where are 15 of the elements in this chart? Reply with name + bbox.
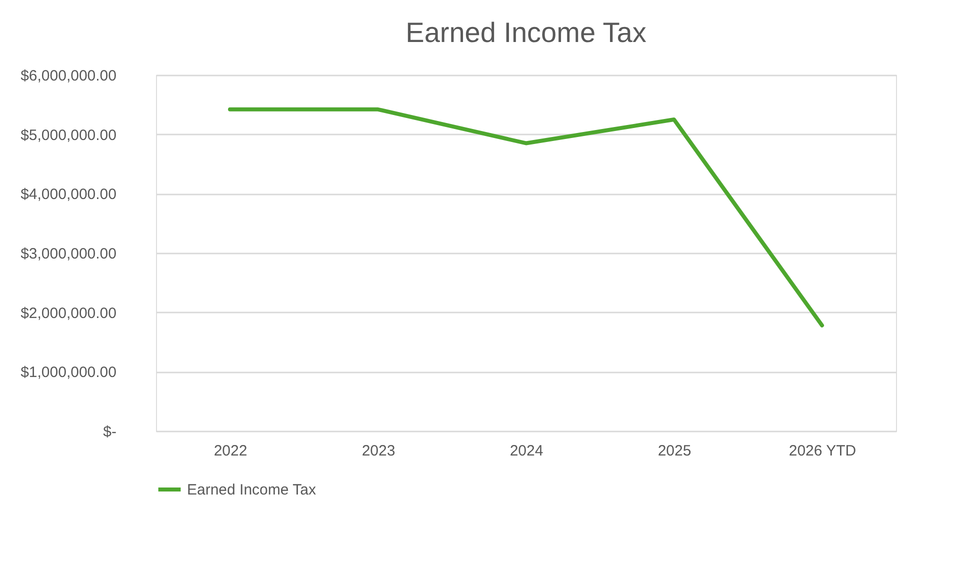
y-tick-label: $6,000,000.00	[20, 68, 116, 84]
x-tick-label: 2023	[362, 442, 396, 460]
line-series	[228, 107, 824, 328]
legend-label: Earned Income Tax	[187, 482, 316, 498]
x-tick-label: 2024	[510, 442, 544, 460]
y-tick-label: $1,000,000.00	[20, 364, 116, 382]
x-tick-label: 2022	[214, 442, 248, 460]
x-tick-label: 2026 YTD	[788, 442, 856, 460]
y-tick-label: $2,000,000.00	[20, 304, 116, 322]
y-tick-label: $5,000,000.00	[20, 126, 116, 144]
y-tick-label: $3,000,000.00	[20, 246, 116, 262]
y-tick-label: $4,000,000.00	[20, 186, 116, 204]
y-tick-label: $-	[103, 424, 116, 440]
x-tick-label: 2025	[658, 442, 692, 460]
chart-title: Earned Income Tax	[406, 17, 646, 48]
